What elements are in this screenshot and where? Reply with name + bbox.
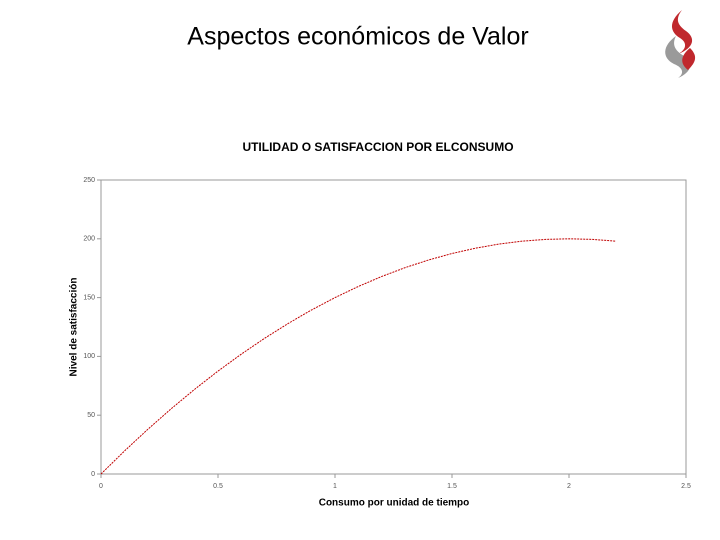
- x-tick-label: 1.5: [447, 483, 457, 490]
- logo: [665, 10, 696, 78]
- y-tick-label: 250: [83, 177, 95, 184]
- y-tick-label: 200: [83, 236, 95, 243]
- x-tick-label: 0: [99, 483, 103, 490]
- plot-area: [100, 179, 687, 475]
- y-tick-label: 0: [91, 471, 95, 478]
- x-tick-label: 2.5: [681, 483, 691, 490]
- y-tick-label: 150: [83, 294, 95, 301]
- x-axis-label: Consumo por unidad de tiempo: [319, 498, 470, 509]
- y-tick-label: 50: [87, 412, 95, 419]
- data-line: [100, 238, 616, 475]
- x-tick-label: 1: [333, 483, 337, 490]
- y-axis-label: Nivel de satisfacción: [69, 278, 80, 377]
- x-tick-label: 2: [567, 483, 571, 490]
- x-tick-label: 0.5: [213, 483, 223, 490]
- y-tick-label: 100: [83, 353, 95, 360]
- chart-title: UTILIDAD O SATISFACCION POR ELCONSUMO: [242, 140, 513, 154]
- slide-title: Aspectos económicos de Valor: [187, 23, 528, 51]
